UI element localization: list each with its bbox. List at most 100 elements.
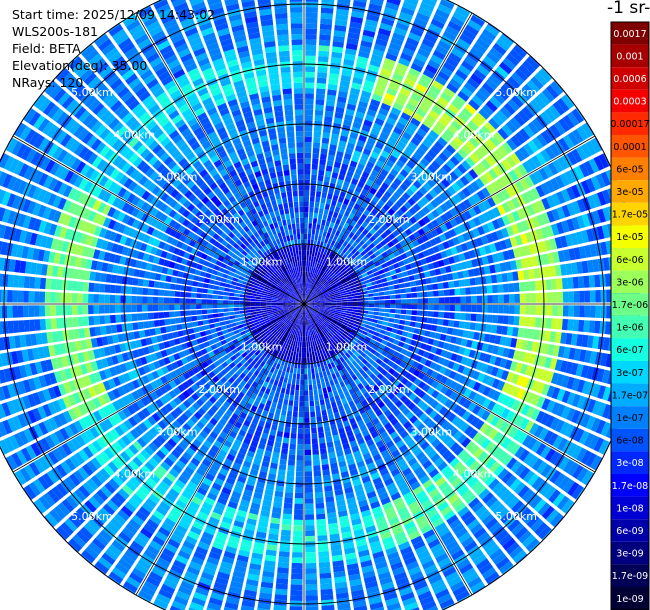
range-bin	[395, 439, 405, 449]
range-bin	[263, 363, 269, 370]
range-bin	[372, 344, 379, 351]
range-bin	[442, 258, 450, 266]
range-bin	[313, 240, 318, 246]
range-bin	[602, 257, 610, 271]
range-bin	[334, 262, 340, 268]
range-bin	[317, 366, 322, 373]
range-bin	[394, 267, 402, 274]
range-bin	[319, 29, 332, 36]
range-bin	[347, 304, 353, 307]
range-bin	[393, 472, 403, 482]
range-bin	[399, 0, 402, 1]
range-bin	[341, 297, 347, 300]
range-bin	[305, 88, 315, 94]
range-bin	[347, 299, 353, 302]
range-bin	[337, 388, 344, 395]
range-bin	[111, 567, 127, 580]
range-bin	[361, 358, 368, 365]
range-bin	[335, 309, 342, 312]
range-bin	[112, 441, 123, 453]
range-bin	[333, 268, 339, 274]
range-bin	[321, 219, 326, 226]
range-bin	[196, 434, 205, 444]
range-bin	[324, 282, 330, 287]
range-bin	[64, 518, 78, 532]
range-bin	[457, 90, 470, 102]
range-bin	[327, 374, 333, 381]
range-bin	[325, 340, 331, 346]
range-bin	[42, 492, 56, 507]
range-bin	[300, 368, 304, 375]
range-bin	[318, 39, 331, 47]
range-bin	[357, 247, 364, 254]
range-bin	[340, 334, 346, 340]
range-bin	[388, 253, 396, 260]
range-bin	[382, 203, 391, 212]
range-bin	[388, 42, 402, 52]
range-bin	[206, 422, 215, 431]
range-bin	[472, 381, 482, 392]
range-bin	[416, 161, 427, 171]
range-bin	[540, 464, 553, 478]
range-bin	[384, 372, 392, 380]
range-bin	[168, 488, 180, 499]
range-bin	[432, 547, 446, 559]
range-bin	[457, 449, 468, 460]
range-bin	[404, 453, 415, 462]
range-bin	[290, 310, 296, 315]
range-bin	[216, 435, 225, 444]
range-bin	[305, 44, 317, 51]
range-bin	[576, 126, 589, 141]
range-bin	[323, 335, 328, 342]
range-bin	[311, 329, 314, 336]
range-bin	[556, 388, 566, 402]
range-bin	[203, 374, 212, 382]
range-bin	[369, 540, 382, 549]
range-bin	[333, 360, 339, 367]
range-bin	[416, 399, 426, 409]
range-bin	[224, 365, 232, 373]
range-bin	[430, 18, 445, 29]
range-bin	[209, 363, 217, 371]
range-bin	[297, 324, 300, 331]
range-bin	[313, 297, 320, 301]
range-bin	[312, 261, 315, 268]
range-bin	[427, 291, 434, 297]
range-bin	[321, 259, 326, 266]
range-bin	[449, 289, 455, 296]
range-bin	[409, 375, 417, 383]
range-bin	[442, 566, 457, 578]
range-bin	[402, 407, 411, 416]
range-bin	[310, 278, 314, 284]
range-bin	[552, 305, 558, 316]
range-bin	[372, 195, 380, 204]
range-bin	[372, 122, 383, 131]
range-bin	[320, 316, 326, 321]
range-bin	[368, 329, 375, 335]
range-bin	[556, 318, 563, 330]
range-bin	[305, 277, 307, 283]
range-bin	[172, 464, 183, 474]
range-bin	[365, 525, 377, 534]
range-bin	[192, 425, 202, 434]
range-bin	[242, 394, 250, 402]
range-bin	[602, 404, 612, 419]
range-bin	[386, 341, 393, 348]
range-bin	[431, 160, 441, 170]
range-bin	[315, 246, 320, 252]
range-bin	[143, 419, 153, 429]
range-bin	[413, 378, 422, 386]
range-bin	[76, 507, 90, 521]
range-bin	[421, 559, 435, 570]
range-bin	[136, 453, 147, 464]
range-bin	[475, 90, 488, 103]
range-bin	[275, 583, 288, 590]
range-bin	[388, 556, 402, 566]
range-bin	[421, 600, 437, 610]
range-bin	[566, 442, 578, 457]
range-bin	[365, 345, 372, 352]
range-bin	[455, 337, 463, 346]
range-bin	[236, 434, 244, 442]
range-bin	[439, 0, 455, 10]
range-bin	[448, 256, 455, 265]
